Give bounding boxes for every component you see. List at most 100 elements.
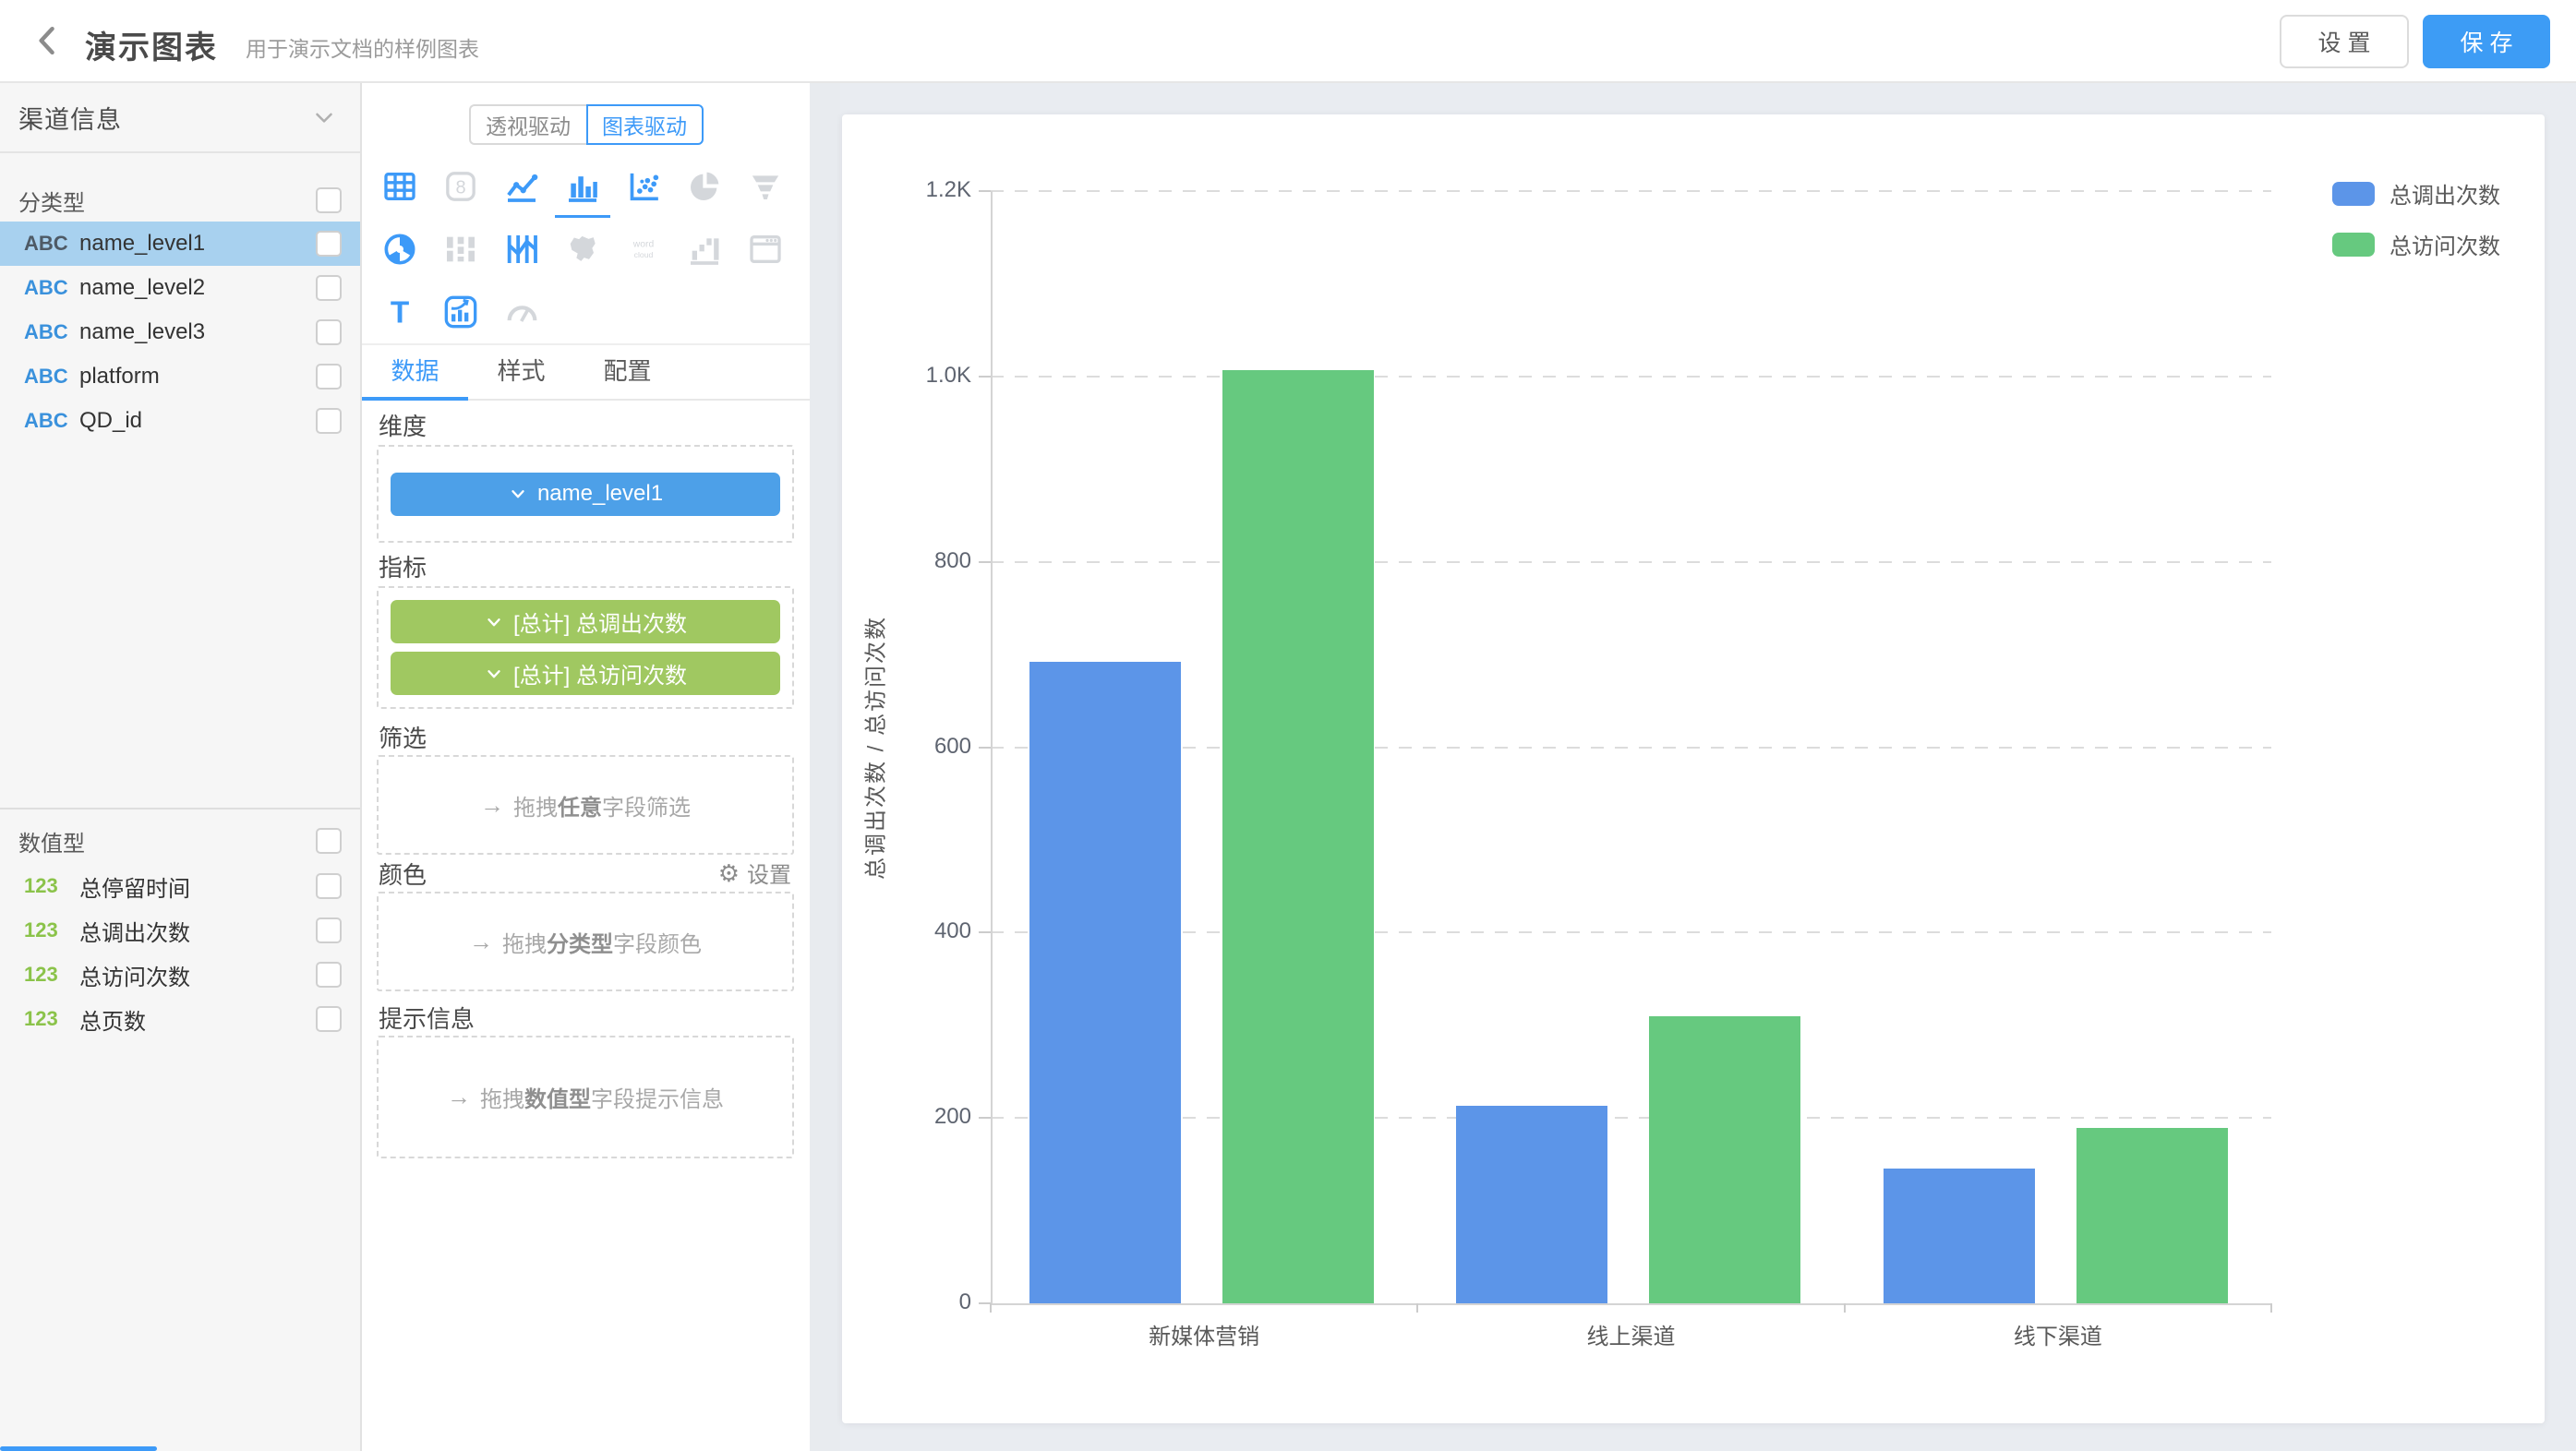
y-axis-line	[991, 191, 993, 1303]
view-selector-label: 渠道信息	[18, 105, 122, 134]
color-dropzone[interactable]: → 拖拽 分类型 字段颜色	[377, 892, 794, 991]
tooltip-placeholder-post: 字段提示信息	[591, 1087, 724, 1112]
svg-text:cloud: cloud	[634, 250, 654, 259]
text-chart-type-icon[interactable]: T	[369, 281, 430, 343]
save-button[interactable]: 保 存	[2423, 15, 2550, 68]
number-type-badge: 123	[24, 963, 58, 986]
number-type-badge: 123	[24, 918, 58, 941]
field-checkbox[interactable]	[316, 408, 342, 434]
page-title: 演示图表	[85, 30, 218, 66]
tooltip-label: 提示信息	[379, 1005, 475, 1033]
map-chart-type-icon[interactable]	[552, 218, 613, 281]
tooltip-placeholder-bold: 数值型	[524, 1087, 591, 1112]
legend-item-总访问次数[interactable]: 总访问次数	[2332, 228, 2500, 260]
funnel-chart-type-icon[interactable]	[735, 155, 796, 218]
field-checkbox[interactable]	[316, 364, 342, 390]
double-axis-chart-type-icon[interactable]	[430, 281, 491, 343]
metrics-dropzone[interactable]: [总计] 总调出次数 [总计] 总访问次数	[377, 586, 794, 709]
string-type-badge: ABC	[24, 320, 68, 343]
scorecard-chart-type-icon[interactable]: 8	[430, 155, 491, 218]
chart-legend: 总调出次数总访问次数	[2332, 177, 2500, 260]
sidebar-field-总页数[interactable]: 123 总页数	[0, 997, 360, 1041]
field-checkbox[interactable]	[316, 917, 342, 943]
numeric-group-header: 数值型	[0, 820, 360, 862]
svg-text:8: 8	[455, 178, 465, 198]
tab-数据[interactable]: 数据	[362, 345, 468, 401]
legend-item-总调出次数[interactable]: 总调出次数	[2332, 177, 2500, 210]
table-chart-type-icon[interactable]	[369, 155, 430, 218]
bar-chart-type-icon[interactable]	[552, 155, 613, 218]
filters-placeholder-post: 字段筛选	[602, 795, 691, 821]
bar-总访问次数-线下渠道[interactable]	[2076, 1128, 2228, 1303]
bar-总调出次数-新媒体营销[interactable]	[1029, 662, 1181, 1303]
y-tick-mark	[979, 190, 991, 192]
sidebar-field-name_level1[interactable]: ABC name_level1	[0, 222, 360, 266]
bar-总调出次数-线上渠道[interactable]	[1456, 1106, 1608, 1303]
iframe-chart-type-icon[interactable]	[735, 218, 796, 281]
string-type-badge: ABC	[24, 409, 68, 432]
panel-splitter[interactable]	[810, 83, 840, 1451]
field-checkbox[interactable]	[316, 275, 342, 301]
page-subtitle: 用于演示文档的样例图表	[246, 37, 479, 61]
pie-chart-type-icon[interactable]	[674, 155, 735, 218]
svg-text:T: T	[391, 296, 409, 330]
tab-配置[interactable]: 配置	[603, 357, 652, 385]
field-checkbox[interactable]	[316, 319, 342, 345]
filters-placeholder-bold: 任意	[558, 795, 602, 821]
categorical-group-checkbox[interactable]	[316, 187, 342, 213]
field-checkbox[interactable]	[316, 231, 342, 257]
mode-toggle-chart[interactable]: 图表驱动	[585, 104, 704, 145]
bar-总访问次数-新媒体营销[interactable]	[1222, 369, 1374, 1303]
metrics-label: 指标	[379, 554, 427, 582]
tab-样式[interactable]: 样式	[497, 357, 546, 385]
wordcloud-chart-type-icon[interactable]: word cloud	[613, 218, 674, 281]
metric-chip[interactable]: [总计] 总访问次数	[391, 652, 780, 695]
horizontal-scrollbar-thumb[interactable]	[0, 1446, 157, 1451]
y-tick-label: 800	[933, 547, 971, 573]
arrow-right-icon: →	[469, 927, 493, 955]
categorical-field-list: ABC name_level1 ABC name_level2 ABC name_leve…	[0, 222, 360, 443]
arrow-right-icon: →	[480, 790, 504, 819]
tooltip-placeholder: → 拖拽 数值型 字段提示信息	[447, 1081, 724, 1113]
sidebar-field-name_level2[interactable]: ABC name_level2	[0, 266, 360, 310]
field-checkbox[interactable]	[316, 962, 342, 988]
legend-swatch	[2332, 232, 2375, 257]
dimensions-dropzone[interactable]: name_level1	[377, 445, 794, 543]
x-tick-mark	[1843, 1303, 1846, 1313]
mode-toggle-pivot[interactable]: 透视驱动	[468, 104, 586, 145]
settings-button[interactable]: 设 置	[2280, 15, 2409, 68]
chart-card: 总调出次数 / 总访问次数 总调出次数 总访问次数 0 200 400 600 800 1.…	[842, 114, 2545, 1423]
field-checkbox[interactable]	[316, 873, 342, 899]
waterfall-chart-type-icon[interactable]	[674, 218, 735, 281]
numeric-group-checkbox[interactable]	[316, 828, 342, 854]
bar-总访问次数-线上渠道[interactable]	[1649, 1015, 1801, 1303]
scatter-chart-type-icon[interactable]	[613, 155, 674, 218]
sidebar-field-总停留时间[interactable]: 123 总停留时间	[0, 864, 360, 908]
sidebar-field-name_level3[interactable]: ABC name_level3	[0, 310, 360, 354]
categorical-group-header: 分类型	[0, 179, 360, 222]
parallel-chart-type-icon[interactable]	[491, 218, 552, 281]
sidebar-field-总调出次数[interactable]: 123 总调出次数	[0, 908, 360, 953]
field-name: 总停留时间	[79, 876, 190, 902]
metric-chip[interactable]: [总计] 总调出次数	[391, 600, 780, 643]
sidebar-field-QD_id[interactable]: ABC QD_id	[0, 399, 360, 443]
view-selector[interactable]: 渠道信息	[0, 83, 360, 153]
color-settings-button[interactable]: ⚙ 设置	[718, 857, 791, 889]
selected-chart-type-underline	[555, 215, 610, 218]
sidebar-field-总访问次数[interactable]: 123 总访问次数	[0, 953, 360, 997]
back-icon[interactable]	[28, 20, 68, 61]
gridline-200	[991, 1117, 2271, 1120]
sidebar-field-platform[interactable]: ABC platform	[0, 354, 360, 399]
x-category-label: 新媒体营销	[1149, 1325, 1260, 1349]
radar-chart-type-icon[interactable]	[369, 218, 430, 281]
y-tick-mark	[979, 1117, 991, 1120]
bar-总调出次数-线下渠道[interactable]	[1883, 1169, 2035, 1303]
line-chart-type-icon[interactable]	[491, 155, 552, 218]
gauge-chart-type-icon[interactable]	[491, 281, 552, 343]
tooltip-dropzone[interactable]: → 拖拽 数值型 字段提示信息	[377, 1036, 794, 1158]
dimension-chip[interactable]: name_level1	[391, 472, 780, 516]
field-checkbox[interactable]	[316, 1006, 342, 1032]
sankey-chart-type-icon[interactable]	[430, 218, 491, 281]
filters-dropzone[interactable]: → 拖拽 任意 字段筛选	[377, 755, 794, 855]
y-tick-label: 400	[933, 918, 971, 944]
